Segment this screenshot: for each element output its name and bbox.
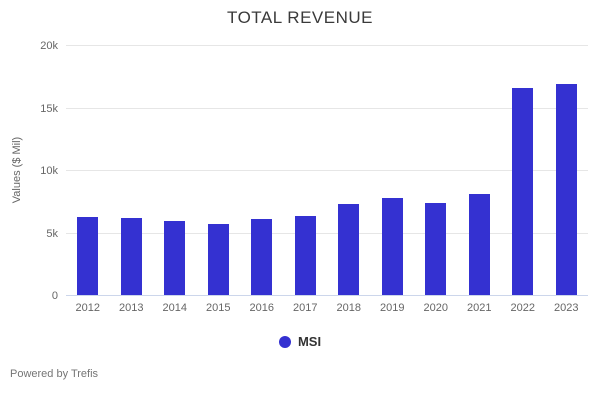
bar-2020[interactable] [425, 202, 447, 295]
bar-2013[interactable] [120, 218, 142, 295]
gridline-10k [66, 170, 588, 171]
bar-2017[interactable] [294, 216, 316, 295]
gridline-5k [66, 232, 588, 234]
bar-2015[interactable] [207, 223, 229, 295]
bar-2021[interactable] [468, 193, 490, 295]
legend-marker-icon [278, 335, 291, 348]
bar-2016[interactable] [251, 219, 273, 295]
x-tick-2022: 2022 [510, 302, 535, 314]
powered-by-trefis-text: Powered by Trefis [10, 368, 99, 380]
bar-slot-2014 [153, 45, 197, 295]
gridline-20k [66, 45, 588, 46]
bar-slot-2017 [284, 45, 328, 295]
gridline-15k [66, 107, 588, 109]
x-tick-2023: 2023 [554, 302, 579, 314]
x-tick-2018: 2018 [336, 302, 361, 314]
bar-slot-2013 [110, 45, 154, 295]
x-tick-2016: 2016 [249, 302, 274, 314]
bar-2023[interactable] [555, 83, 577, 295]
x-tick-2012: 2012 [75, 302, 100, 314]
bar-2019[interactable] [381, 197, 403, 295]
bar-slot-2023 [545, 45, 589, 295]
bar-slot-2019 [371, 45, 415, 295]
bar-slot-2020 [414, 45, 458, 295]
x-tick-2015: 2015 [206, 302, 231, 314]
x-tick-2017: 2017 [293, 302, 318, 314]
bar-2014[interactable] [164, 221, 186, 295]
x-tick-2019: 2019 [380, 302, 405, 314]
y-tick-15k: 15k [40, 102, 58, 115]
x-tick-2021: 2021 [467, 302, 492, 314]
bar-slot-2016 [240, 45, 284, 295]
bar-2022[interactable] [512, 87, 534, 295]
y-tick-5k: 5k [46, 227, 58, 240]
y-tick-0: 0 [51, 290, 58, 302]
bar-slot-2018 [327, 45, 371, 295]
bar-slot-2022 [501, 45, 545, 295]
legend-item-msi[interactable]: MSI [0, 334, 600, 349]
bar-slot-2021 [458, 45, 502, 295]
x-axis-line [66, 295, 588, 296]
bar-slot-2015 [197, 45, 241, 295]
x-axis-tick-labels: 2012 2013 2014 2015 2016 2017 2018 2019 2020 2021… [66, 302, 588, 314]
legend-label: MSI [297, 334, 322, 349]
x-tick-2014: 2014 [162, 302, 187, 314]
x-tick-2020: 2020 [423, 302, 448, 314]
plot-area [66, 45, 588, 296]
bar-2012[interactable] [77, 216, 99, 295]
bar-slot-2012 [66, 45, 110, 295]
x-tick-2013: 2013 [119, 302, 144, 314]
bar-2018[interactable] [338, 203, 360, 295]
y-tick-10k: 10k [40, 165, 58, 177]
chart-title: TOTAL REVENUE [227, 8, 373, 27]
bar-series [66, 45, 588, 295]
y-tick-20k: 20k [40, 40, 58, 52]
